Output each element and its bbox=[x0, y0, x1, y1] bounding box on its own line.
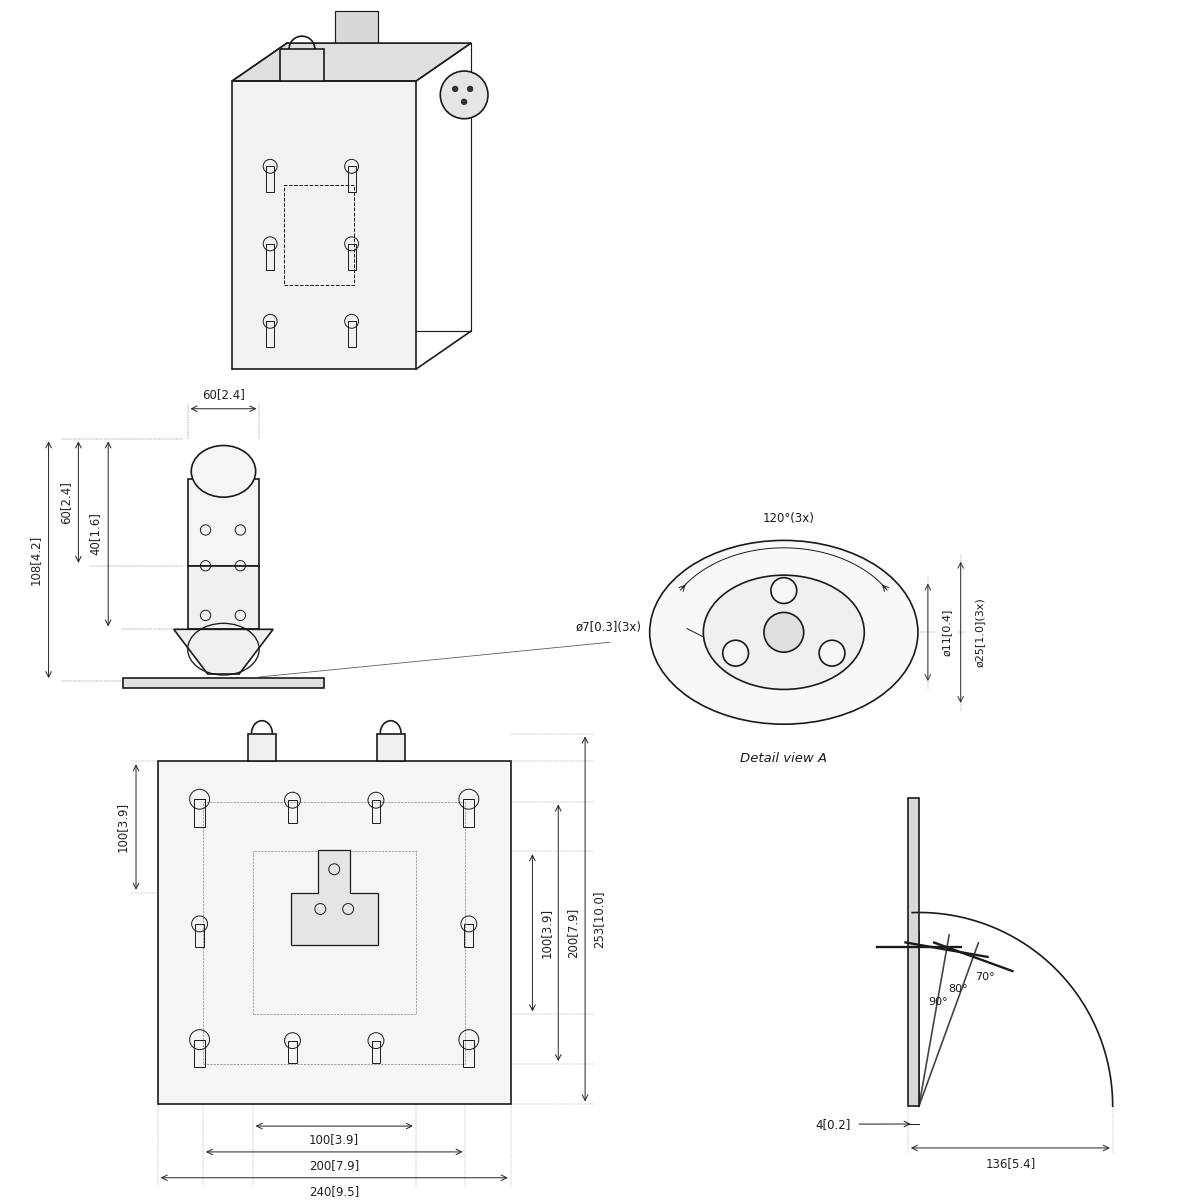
Text: 120°(3x): 120°(3x) bbox=[763, 512, 815, 524]
Text: 4[0.2]: 4[0.2] bbox=[815, 1117, 851, 1130]
Text: 200[7.9]: 200[7.9] bbox=[310, 1159, 359, 1172]
Text: 253[10.0]: 253[10.0] bbox=[593, 890, 606, 948]
Text: 80°: 80° bbox=[948, 984, 968, 994]
Text: 40[1.6]: 40[1.6] bbox=[89, 512, 102, 556]
Polygon shape bbox=[290, 851, 378, 944]
Text: 240[9.5]: 240[9.5] bbox=[310, 1186, 359, 1198]
Polygon shape bbox=[124, 678, 324, 689]
Text: 90°: 90° bbox=[928, 997, 948, 1007]
Text: ø25[1.0](3x): ø25[1.0](3x) bbox=[974, 598, 984, 667]
Polygon shape bbox=[280, 49, 324, 80]
Polygon shape bbox=[233, 43, 470, 80]
Ellipse shape bbox=[703, 575, 864, 690]
Text: 60[2.4]: 60[2.4] bbox=[202, 389, 245, 401]
Polygon shape bbox=[233, 80, 416, 370]
Text: ø7[0.3](3x): ø7[0.3](3x) bbox=[575, 620, 641, 634]
Circle shape bbox=[722, 641, 749, 666]
Ellipse shape bbox=[649, 540, 918, 724]
Circle shape bbox=[440, 71, 488, 119]
Circle shape bbox=[820, 641, 845, 666]
Circle shape bbox=[452, 86, 458, 91]
Text: 108[4.2]: 108[4.2] bbox=[29, 535, 42, 584]
Polygon shape bbox=[158, 762, 510, 1104]
Polygon shape bbox=[377, 733, 404, 762]
Text: 136[5.4]: 136[5.4] bbox=[985, 1157, 1036, 1170]
Ellipse shape bbox=[191, 445, 256, 497]
Text: 100[3.9]: 100[3.9] bbox=[115, 802, 128, 852]
Polygon shape bbox=[335, 11, 378, 43]
Text: 100[3.9]: 100[3.9] bbox=[540, 907, 553, 958]
Text: ø11[0.4]: ø11[0.4] bbox=[942, 608, 952, 656]
Text: Detail view A: Detail view A bbox=[740, 751, 827, 764]
Polygon shape bbox=[248, 733, 276, 762]
Circle shape bbox=[770, 577, 797, 604]
Polygon shape bbox=[908, 798, 919, 1106]
Text: 70°: 70° bbox=[974, 972, 995, 983]
Circle shape bbox=[764, 612, 804, 652]
Polygon shape bbox=[187, 479, 259, 565]
Circle shape bbox=[467, 86, 473, 91]
Text: 200[7.9]: 200[7.9] bbox=[565, 907, 578, 958]
Polygon shape bbox=[187, 565, 259, 629]
Text: 100[3.9]: 100[3.9] bbox=[310, 1134, 359, 1146]
Text: 60[2.4]: 60[2.4] bbox=[59, 481, 72, 523]
Circle shape bbox=[461, 100, 467, 104]
Polygon shape bbox=[174, 629, 274, 674]
